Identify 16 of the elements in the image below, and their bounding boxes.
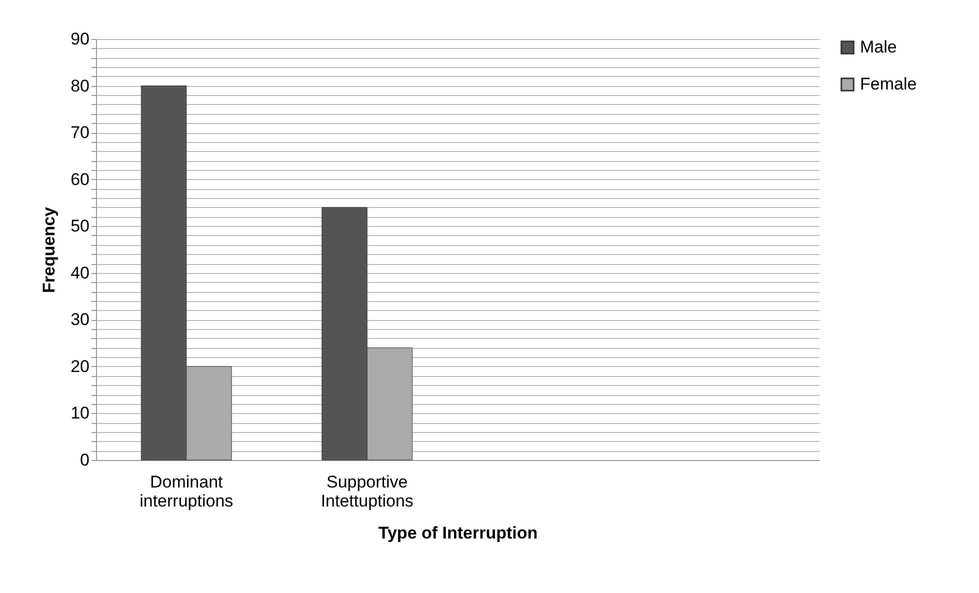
x-tick-label: Dominant interruptions bbox=[140, 472, 234, 510]
legend-label: Female bbox=[860, 74, 917, 94]
y-tick-label: 20 bbox=[70, 356, 90, 376]
x-tick-label: Supportive Intettuptions bbox=[320, 472, 414, 510]
y-tick-label: 0 bbox=[80, 450, 90, 470]
y-tick-label: 30 bbox=[70, 310, 90, 330]
y-tick-label: 40 bbox=[70, 263, 90, 282]
legend-label: Male bbox=[860, 38, 897, 56]
y-tick-label: 80 bbox=[70, 76, 90, 96]
y-tick-label: 90 bbox=[70, 30, 90, 48]
y-tick-label: 60 bbox=[70, 170, 90, 189]
y-tick-label: 10 bbox=[70, 404, 90, 423]
y-axis-title: Frequency bbox=[40, 206, 59, 293]
y-tick-label: 70 bbox=[70, 123, 90, 142]
y-tick-label: 50 bbox=[70, 216, 90, 236]
x-axis-title: Type of Interruption bbox=[378, 524, 538, 542]
